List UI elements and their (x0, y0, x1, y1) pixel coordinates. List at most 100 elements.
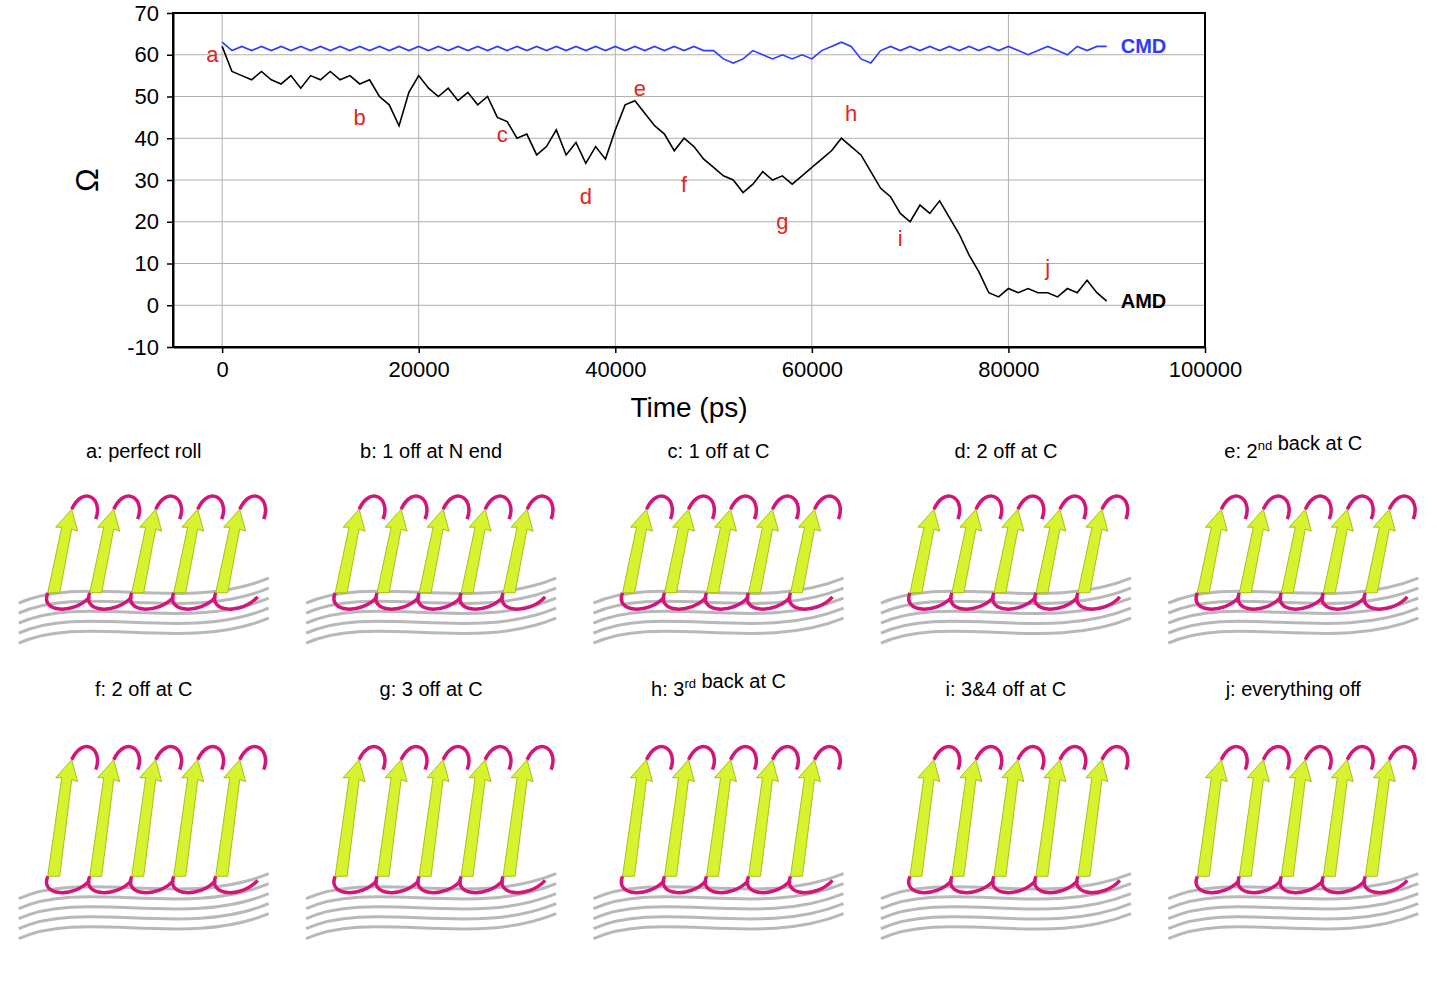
y-tick: 70 (135, 1, 173, 26)
loop-sketch (240, 747, 266, 770)
loop-sketch (731, 747, 757, 770)
strand-sketch (48, 760, 78, 877)
y-tick: 30 (135, 168, 173, 193)
loop-sketch (156, 747, 182, 770)
y-tick-mark (167, 347, 173, 349)
strand-sketch (910, 509, 940, 593)
strand-sketch (503, 760, 533, 877)
x-tick: 80000 (978, 347, 1039, 382)
x-axis-line (174, 347, 1206, 349)
annotation: i (898, 226, 903, 251)
loop-sketch (976, 747, 1002, 770)
y-grid-line (173, 54, 1205, 55)
loop-sketch (1322, 876, 1365, 892)
strand-sketch (1197, 509, 1227, 593)
strand-sketch (791, 509, 821, 593)
loop-sketch (993, 593, 1036, 609)
loop-sketch (909, 876, 952, 892)
y-tick-mark (167, 55, 173, 57)
loop-sketch (1035, 593, 1078, 609)
loop-sketch (88, 876, 131, 892)
loop-sketch (731, 496, 757, 519)
y-tick: 40 (135, 126, 173, 151)
loop-sketch (114, 747, 140, 770)
y-grid-line (173, 221, 1205, 222)
panel-caption: b: 1 off at N end (360, 440, 502, 462)
y-tick-mark (167, 222, 173, 224)
loop-sketch (663, 593, 706, 609)
annotation: b (354, 105, 366, 130)
y-tick-label: 10 (135, 251, 159, 276)
y-grid-line (173, 180, 1205, 181)
strand-sketch (1239, 760, 1269, 877)
loop-sketch (705, 593, 748, 609)
loop-sketch (689, 747, 715, 770)
x-axis: 020000400006000080000100000 (174, 347, 1243, 382)
loop-sketch (88, 593, 131, 609)
loop-sketch (647, 747, 673, 770)
loop-sketch (773, 747, 799, 770)
x-tick-mark (812, 347, 814, 353)
strand-sketch (1239, 509, 1269, 593)
y-tick-label: 60 (135, 42, 159, 67)
strand-sketch (503, 509, 533, 593)
strand-sketch (174, 760, 204, 877)
loop-sketch (527, 496, 553, 519)
loop-sketch (46, 876, 89, 892)
x-tick: 20000 (389, 347, 450, 382)
strand-sketch (749, 509, 779, 593)
panel: e: 2nd back at C (1168, 432, 1418, 643)
series-label: AMD (1121, 290, 1167, 312)
y-tick-label: -10 (127, 335, 159, 360)
y-tick-label: 30 (135, 168, 159, 193)
x-tick-mark (615, 347, 617, 353)
series-label: CMD (1121, 35, 1167, 57)
annotation: j (1044, 255, 1050, 280)
strand-sketch (216, 760, 246, 877)
strand-sketch (707, 509, 737, 593)
y-tick-label: 40 (135, 126, 159, 151)
loop-sketch (72, 496, 98, 519)
y-tick: -10 (127, 335, 173, 360)
x-grid-line (222, 13, 223, 347)
x-grid-line (811, 13, 812, 347)
loop-sketch (443, 747, 469, 770)
loop-sketch (460, 593, 503, 609)
x-tick-label: 80000 (978, 357, 1039, 382)
strand-sketch (335, 760, 365, 877)
y-tick: 50 (135, 84, 173, 109)
strand-sketch (461, 509, 491, 593)
loop-sketch (214, 593, 257, 609)
loop-sketch (359, 496, 385, 519)
loop-sketch (747, 876, 790, 892)
loop-sketch (951, 593, 994, 609)
panel-caption: f: 2 off at C (95, 678, 192, 700)
y-tick: 0 (147, 293, 173, 318)
loop-sketch (1018, 496, 1044, 519)
loop-sketch (1364, 593, 1407, 609)
loop-sketch (1077, 876, 1120, 892)
annotation: g (776, 209, 788, 234)
panel-caption: j: everything off (1225, 678, 1362, 700)
panel-caption: c: 1 off at C (668, 440, 770, 462)
loop-sketch (1305, 496, 1331, 519)
plot-frame (173, 13, 1205, 347)
loop-sketch (46, 593, 89, 609)
y-tick-mark (167, 13, 173, 15)
loop-sketch (1102, 747, 1128, 770)
loop-sketch (747, 593, 790, 609)
strand-sketch (1323, 509, 1353, 593)
strand-sketch (90, 509, 120, 593)
x-tick-label: 60000 (782, 357, 843, 382)
loop-sketch (815, 747, 841, 770)
panel: a: perfect roll (19, 440, 269, 643)
panel: b: 1 off at N end (306, 440, 556, 643)
strand-sketch (1365, 509, 1395, 593)
loop-sketch (1196, 593, 1239, 609)
annotation: c (497, 122, 508, 147)
panel-caption: h: 3rd back at C (651, 670, 786, 700)
loop-sketch (198, 747, 224, 770)
annotation: h (845, 101, 857, 126)
loop-sketch (418, 876, 461, 892)
panel-caption: a: perfect roll (86, 440, 202, 462)
